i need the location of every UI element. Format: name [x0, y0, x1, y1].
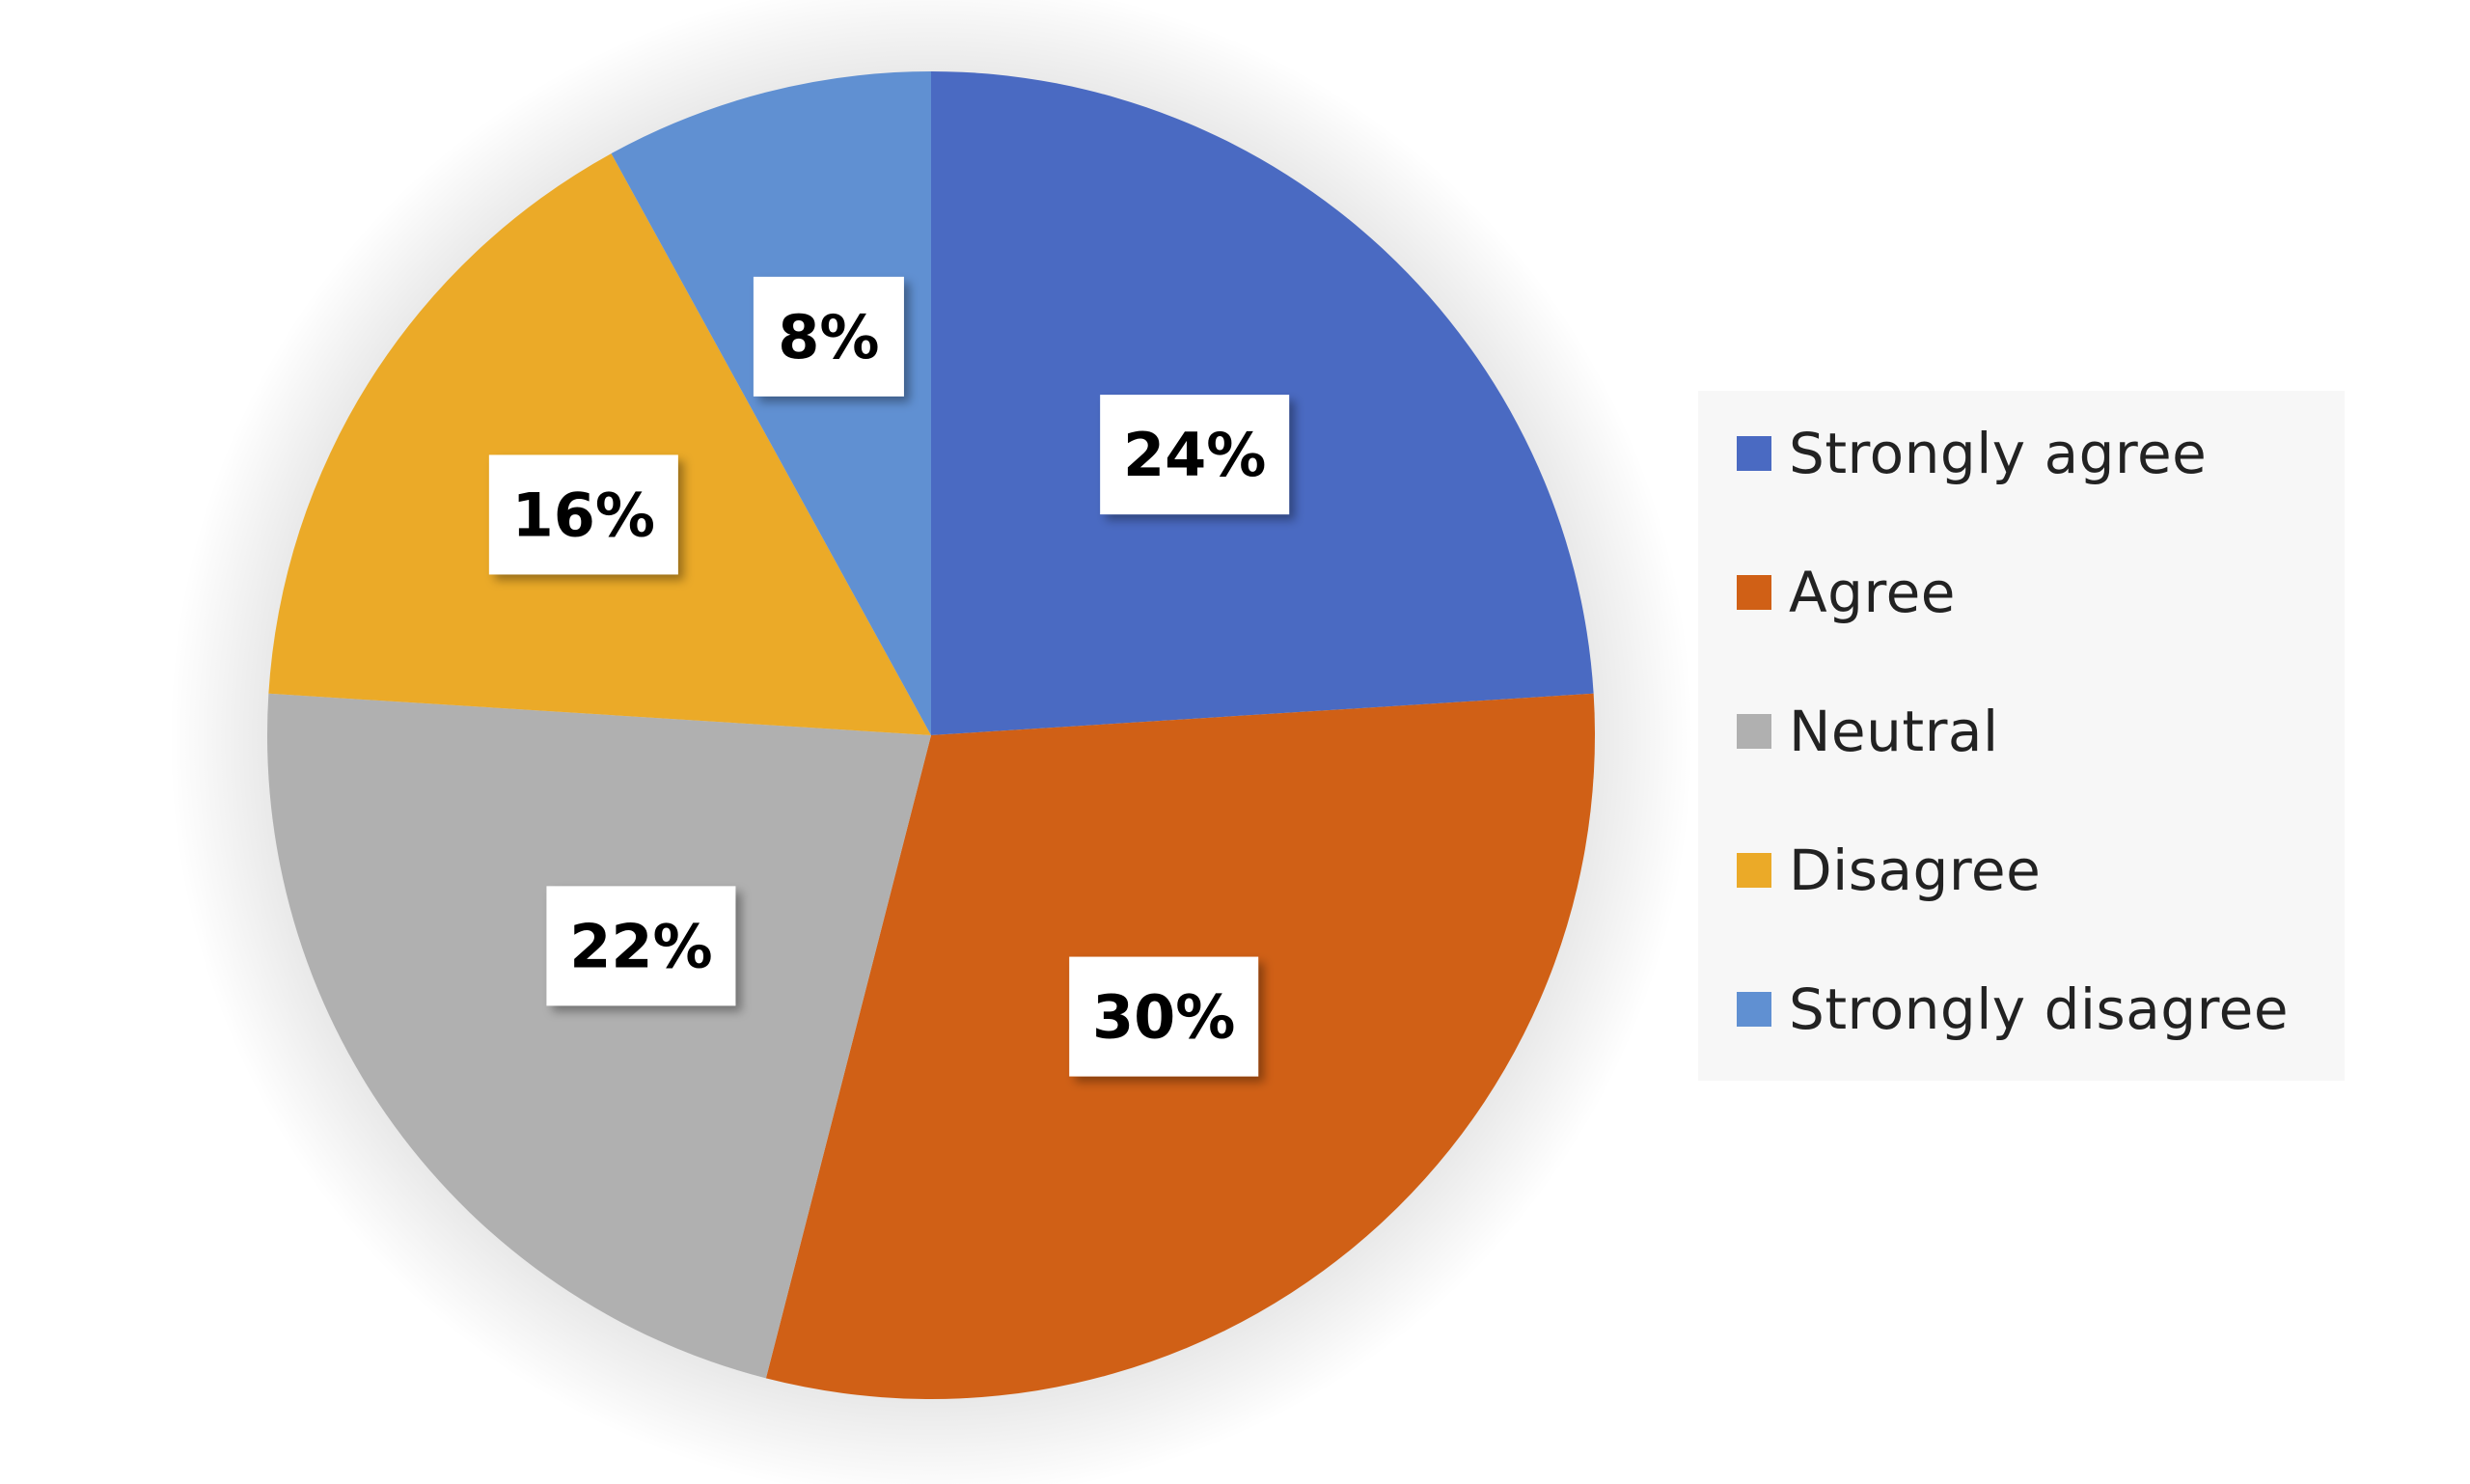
data-label-text: 24% [1123, 420, 1266, 490]
legend-label: Agree [1789, 560, 1956, 625]
legend: Strongly agree Agree Neutral Disagree St… [1698, 391, 2345, 1081]
legend-item-neutral: Neutral [1737, 698, 1999, 765]
data-label-box [753, 276, 904, 397]
data-label-box [488, 454, 678, 575]
legend-label: Neutral [1789, 699, 1999, 764]
data-label-text: 8% [778, 302, 879, 372]
legend-label: Strongly disagree [1789, 976, 2290, 1042]
data-label-disagree: 16% [488, 454, 678, 575]
legend-swatch-disagree [1737, 853, 1771, 888]
data-label-strongly-disagree: 8% [753, 276, 904, 397]
pie-slices [267, 71, 1595, 1399]
data-label-text: 22% [569, 911, 712, 981]
legend-label: Strongly agree [1789, 421, 2208, 486]
data-label-box [1100, 395, 1290, 515]
legend-label: Disagree [1789, 838, 2042, 903]
data-label-text: 16% [512, 480, 655, 550]
data-label-agree: 30% [1069, 956, 1259, 1077]
legend-item-agree: Agree [1737, 559, 1956, 626]
legend-item-strongly-agree: Strongly agree [1737, 420, 2207, 487]
pie-slice-disagree [268, 153, 931, 735]
data-label-box [546, 886, 736, 1006]
pie-slice-strongly-disagree [611, 71, 931, 735]
legend-swatch-strongly-agree [1737, 436, 1771, 471]
legend-swatch-neutral [1737, 714, 1771, 749]
legend-swatch-strongly-disagree [1737, 992, 1771, 1027]
legend-swatch-agree [1737, 575, 1771, 610]
legend-item-disagree: Disagree [1737, 837, 2041, 904]
data-label-box [1069, 956, 1259, 1077]
pie-slice-neutral [267, 693, 931, 1379]
data-label-text: 30% [1092, 982, 1235, 1053]
data-label-strongly-agree: 24% [1100, 395, 1290, 515]
pie-data-labels: 24% 30% 22% 16% 8% [488, 276, 1290, 1077]
data-label-neutral: 22% [546, 886, 736, 1006]
legend-item-strongly-disagree: Strongly disagree [1737, 976, 2289, 1043]
